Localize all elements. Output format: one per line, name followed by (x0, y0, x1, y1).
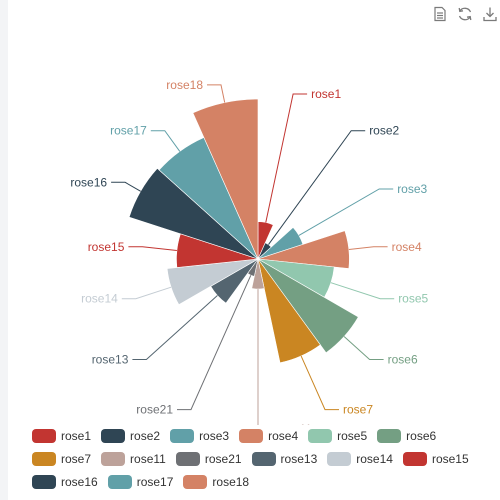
legend-label: rose5 (337, 429, 368, 443)
left-panel-edge (0, 0, 8, 500)
slice-label-rose16: rose16 (70, 175, 107, 189)
legend-swatch (308, 429, 333, 443)
rose-slice-rose11[interactable] (251, 258, 265, 290)
legend-label: rose11 (130, 452, 166, 466)
legend-item-rose13[interactable]: rose13 (251, 451, 318, 467)
leader-line-rose6 (343, 336, 384, 360)
legend-label: rose16 (61, 475, 98, 489)
legend-item-rose21[interactable]: rose21 (175, 451, 242, 467)
leader-line-rose7 (300, 355, 339, 411)
legend-swatch (239, 429, 264, 443)
legend-item-rose3[interactable]: rose3 (170, 428, 229, 444)
legend-swatch (32, 452, 56, 466)
data-view-button[interactable] (432, 6, 448, 22)
slice-label-rose18: rose18 (166, 78, 203, 92)
leader-line-rose5 (330, 282, 395, 300)
leader-line-rose4 (348, 246, 388, 250)
leader-line-rose11 (257, 289, 259, 425)
leader-line-rose15 (128, 246, 177, 251)
data-view-icon (434, 6, 446, 22)
legend-swatch (101, 429, 126, 443)
legend-swatch (402, 452, 427, 466)
legend-swatch (101, 452, 126, 466)
legend-label: rose2 (130, 429, 161, 443)
legend-label: rose3 (199, 429, 230, 443)
leader-line-rose3 (298, 188, 394, 236)
slice-label-rose14: rose14 (81, 292, 118, 306)
legend-label: rose13 (280, 452, 318, 466)
slice-label-rose11: rose11 (276, 422, 312, 425)
legend-swatch (32, 429, 56, 443)
legend-swatch (377, 429, 402, 443)
legend-item-rose2[interactable]: rose2 (101, 428, 160, 444)
save-image-button[interactable] (482, 6, 498, 22)
slice-label-rose6: rose6 (388, 353, 418, 367)
legend-item-rose14[interactable]: rose14 (327, 451, 393, 467)
legend-item-rose15[interactable]: rose15 (402, 451, 469, 467)
chart-legend: rose1 rose2 rose3 rose4 rose5 rose6 rose7 rose1… (32, 428, 498, 490)
legend-item-rose6[interactable]: rose6 (377, 428, 436, 444)
leader-line-rose13 (132, 295, 218, 360)
rose-slice-rose18[interactable] (192, 98, 259, 260)
slice-label-rose7: rose7 (343, 403, 373, 417)
slice-label-rose21: rose21 (136, 403, 173, 417)
legend-label: rose6 (406, 429, 437, 443)
legend-label: rose14 (356, 452, 393, 466)
legend-label: rose1 (61, 429, 92, 443)
legend-label: rose4 (268, 429, 299, 443)
legend-swatch (32, 475, 56, 489)
legend-swatch (327, 452, 352, 466)
legend-swatch (251, 452, 276, 466)
rose-slice-rose4[interactable] (257, 230, 350, 269)
legend-item-rose1[interactable]: rose1 (32, 428, 91, 444)
legend-label: rose21 (204, 452, 242, 466)
chart-toolbox (432, 6, 498, 22)
legend-item-rose16[interactable]: rose16 (32, 474, 98, 490)
legend-label: rose18 (212, 475, 250, 489)
leader-line-rose16 (111, 181, 141, 192)
legend-label: rose15 (431, 452, 469, 466)
legend-item-rose17[interactable]: rose17 (107, 474, 174, 490)
legend-swatch (107, 475, 132, 489)
slice-label-rose15: rose15 (88, 240, 125, 254)
slice-label-rose4: rose4 (392, 240, 422, 254)
legend-item-rose7[interactable]: rose7 (32, 451, 91, 467)
legend-swatch (183, 475, 208, 489)
save-image-icon (483, 7, 497, 22)
leader-line-rose17 (150, 130, 181, 152)
slice-label-rose13: rose13 (92, 353, 129, 367)
rose-slice-rose14[interactable] (166, 258, 259, 306)
leader-line-rose14 (121, 286, 172, 300)
legend-item-rose11[interactable]: rose11 (101, 451, 166, 467)
restore-icon (458, 7, 472, 21)
legend-item-rose4[interactable]: rose4 (239, 428, 298, 444)
legend-item-rose5[interactable]: rose5 (308, 428, 367, 444)
slice-label-rose5: rose5 (398, 292, 428, 306)
slice-label-rose1: rose1 (311, 87, 341, 101)
leader-line-rose1 (265, 93, 308, 223)
slice-label-rose2: rose2 (369, 124, 399, 138)
slice-label-rose3: rose3 (397, 182, 427, 196)
legend-label: rose7 (61, 452, 92, 466)
legend-swatch (170, 429, 195, 443)
slice-label-rose17: rose17 (110, 124, 147, 138)
restore-button[interactable] (457, 6, 473, 22)
legend-item-rose18[interactable]: rose18 (183, 474, 249, 490)
leader-line-rose21 (177, 275, 252, 411)
legend-swatch (175, 452, 200, 466)
leader-line-rose18 (207, 84, 226, 103)
legend-label: rose17 (136, 475, 174, 489)
leader-line-rose2 (268, 130, 366, 245)
rose-chart: rose1 rose2 rose3 rose4 rose5 rose6 rose7 rose1… (70, 78, 429, 425)
